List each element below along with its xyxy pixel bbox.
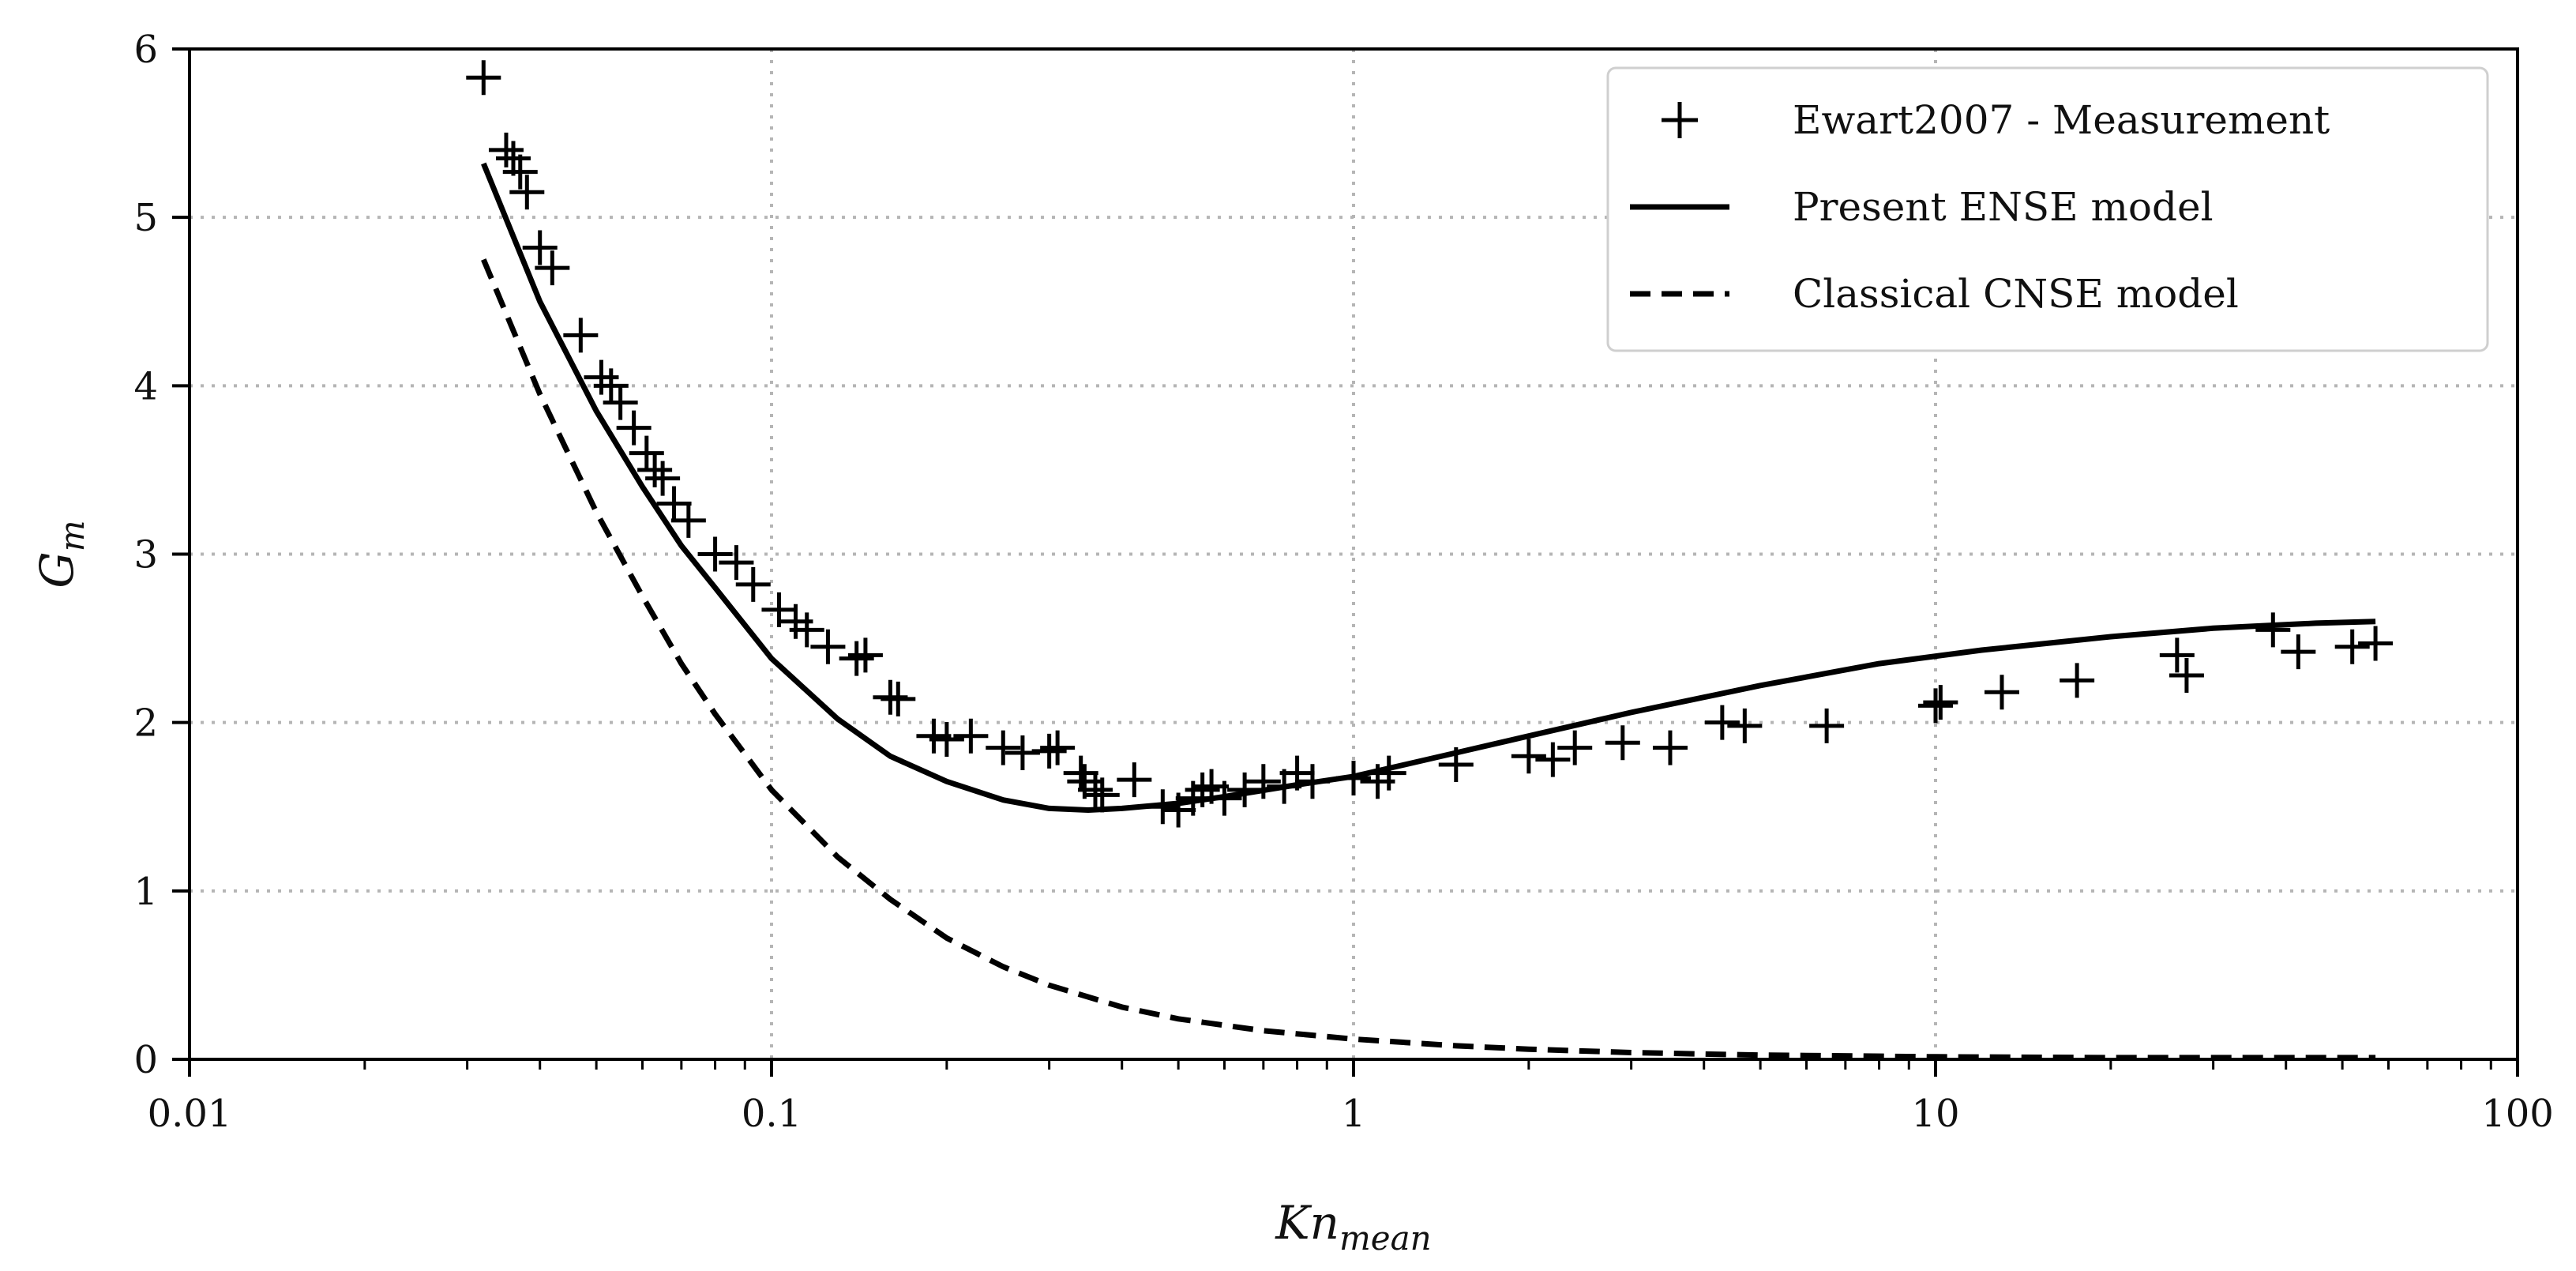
measurement-point <box>929 721 964 757</box>
measurement-point <box>1727 708 1763 743</box>
plot-series <box>466 60 2394 1061</box>
legend-label: Classical CNSE model <box>1793 271 2239 317</box>
legend-box <box>1606 66 2489 352</box>
measurement-point <box>2334 629 2370 664</box>
measurement-point <box>1923 685 1958 720</box>
x-tick-label: 0.01 <box>148 1092 232 1136</box>
measurement-point <box>584 359 619 395</box>
measurement-point <box>563 318 599 353</box>
x-axis-title-main: Kn <box>1275 1196 1339 1250</box>
axis-tick-labels: 0.01 0.1 1 10 100 0 1 2 3 4 5 6 <box>133 28 2553 1136</box>
measurement-point <box>656 486 692 521</box>
y-tick-label: 3 <box>133 533 158 577</box>
measurement-point <box>1652 730 1688 765</box>
legend-label: Ewart2007 - Measurement <box>1793 97 2330 143</box>
measurement-point <box>509 175 545 210</box>
measurement-point <box>1077 772 1113 807</box>
grid <box>190 49 2518 1059</box>
measurement-point <box>1031 733 1067 769</box>
x-tick-label: 1 <box>1342 1092 1366 1136</box>
measurement-point <box>1040 730 1076 765</box>
measurement-point <box>735 566 771 602</box>
y-tick-label: 2 <box>133 701 158 746</box>
x-axis-title-subscript: mean <box>1339 1219 1432 1258</box>
measurement-point <box>1117 762 1152 798</box>
legend-label: Present ENSE model <box>1793 184 2214 230</box>
measurement-point <box>466 60 501 96</box>
measurement-point <box>535 250 570 286</box>
legend-entry-3: Classical CNSE model <box>1630 271 2239 317</box>
measurement-point <box>719 545 754 581</box>
measurement-point <box>645 461 681 496</box>
axis-ticks <box>172 47 2519 1077</box>
measurement-point <box>1511 739 1546 774</box>
measurement-point <box>1984 675 2019 710</box>
x-axis-title: Knmean <box>1275 1196 1431 1258</box>
measurement-point <box>603 385 638 420</box>
measurement-point <box>881 681 916 716</box>
y-tick-label: 4 <box>133 364 158 408</box>
ense-model-line <box>481 162 2376 813</box>
legend-entries: Ewart2007 - Measurement Present ENSE mode… <box>1630 97 2330 317</box>
legend-entry-2: Present ENSE model <box>1630 184 2214 230</box>
measurement-point <box>1605 725 1640 761</box>
measurement-point <box>789 612 824 648</box>
measurement-point <box>839 641 874 676</box>
measurement-point <box>1084 777 1120 813</box>
measurement-point <box>1557 730 1593 765</box>
legend-entry-1: Ewart2007 - Measurement <box>1662 97 2330 143</box>
y-axis-title: Gm <box>30 520 92 588</box>
legend-marker-plus <box>1662 102 1698 138</box>
series-3 <box>481 258 2376 1061</box>
measurement-point <box>1704 705 1740 740</box>
measurement-point <box>616 410 652 446</box>
measurement-point <box>2281 634 2316 670</box>
measurement-point <box>2159 637 2195 673</box>
y-tick-label: 1 <box>133 870 158 914</box>
legend: Ewart2007 - Measurement Present ENSE mode… <box>1606 66 2489 352</box>
y-tick-label: 6 <box>133 28 158 72</box>
y-tick-label: 0 <box>133 1038 158 1082</box>
measurement-point <box>1918 688 1953 724</box>
measurement-point <box>2169 657 2204 693</box>
measurement-point <box>670 502 706 538</box>
measurement-point <box>522 230 558 265</box>
y-axis-title-subscript: m <box>53 520 92 551</box>
x-tick-label: 100 <box>2481 1092 2554 1136</box>
measurement-point <box>1535 742 1571 777</box>
measurement-point <box>488 132 524 167</box>
measurement-point <box>2060 663 2095 698</box>
measurement-point <box>953 718 989 754</box>
measurement-point <box>697 536 733 572</box>
series-1 <box>466 60 2394 828</box>
measurement-point <box>2255 612 2291 648</box>
measurement-point <box>1809 708 1845 743</box>
measurement-point <box>637 452 673 487</box>
measurement-point <box>1063 755 1098 791</box>
measurement-point <box>593 368 629 404</box>
measurement-point <box>2358 626 2394 661</box>
measurement-point <box>810 629 846 664</box>
measurement-point <box>986 730 1021 765</box>
x-tick-label: 0.1 <box>742 1092 802 1136</box>
measurement-point <box>502 154 538 190</box>
series-2 <box>481 162 2376 813</box>
cnse-model-line <box>481 258 2376 1061</box>
y-tick-label: 5 <box>133 196 158 240</box>
measurement-point <box>629 435 664 471</box>
measurement-point <box>847 637 883 673</box>
x-tick-label: 10 <box>1911 1092 1959 1136</box>
y-axis-title-main: G <box>30 551 84 588</box>
